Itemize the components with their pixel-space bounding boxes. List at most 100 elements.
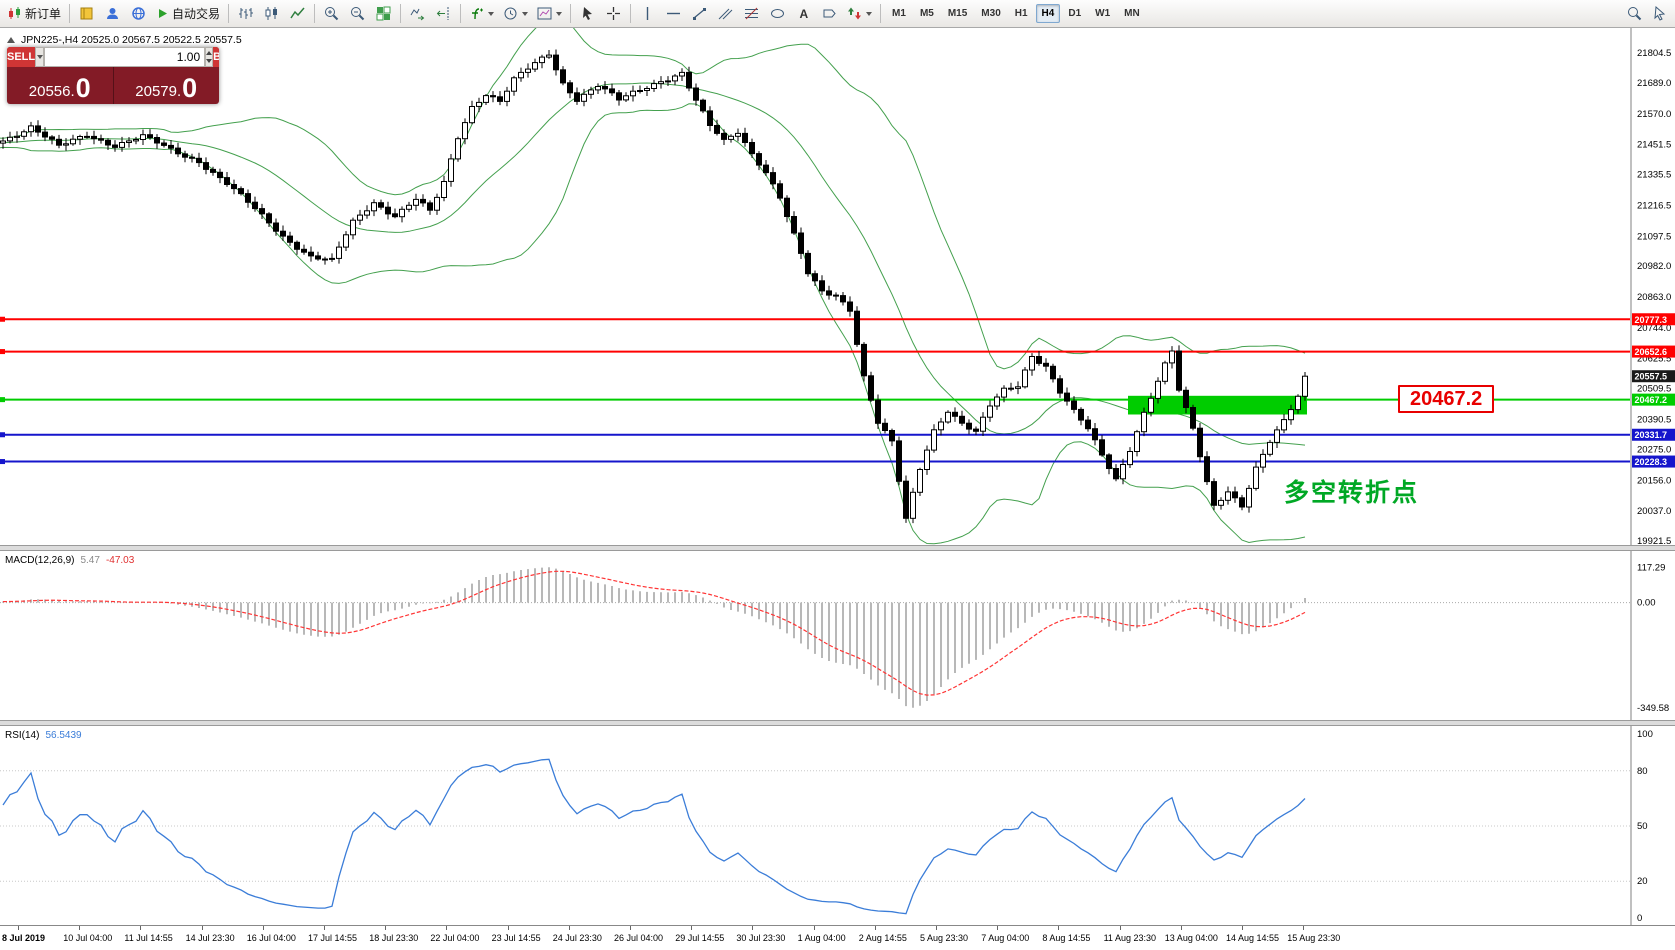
timeframe-button-W1[interactable]: W1 [1089,4,1116,23]
time-axis-label: 5 Aug 23:30 [920,933,969,943]
time-axis-label: 14 Jul 23:30 [185,933,235,943]
hline-anchor-handle[interactable] [0,397,5,403]
rsi-panel-canvas[interactable]: 100 80 50 20 0 [0,726,1675,925]
quick-nav-button[interactable] [1647,2,1672,25]
price-axis-label: 20037.0 [1637,506,1671,517]
time-axis-label: 10 Jul 04:00 [63,933,113,943]
axis-price-tag [1632,428,1675,441]
chart-expand-icon[interactable] [7,37,15,43]
timeframe-button-MN[interactable]: MN [1118,4,1146,23]
bollinger-middle-band [0,82,1306,446]
time-axis-tick [140,926,142,930]
sell-price-display[interactable]: 20556. 0 [7,67,114,104]
text-tool-button[interactable]: A [791,2,816,25]
hline-anchor-handle[interactable] [0,349,5,355]
fibonacci-tool-button[interactable] [739,2,764,25]
price-axis-label: 21216.5 [1637,200,1671,211]
community-globe-icon [132,7,145,20]
time-axis-label: 23 Jul 14:55 [491,933,541,943]
step-up-icon[interactable] [206,51,213,56]
time-axis[interactable]: 8 Jul 2019 10 Jul 04:00 11 Jul 14:55 14 Jul… [0,925,1675,950]
trendline-tool-button[interactable] [687,2,712,25]
volume-stepper[interactable] [205,47,214,67]
sell-price-big-digit: 0 [75,73,91,104]
hline-anchor-handle[interactable] [0,459,5,465]
indicators-button[interactable] [465,2,498,25]
text-label-icon [823,9,836,18]
timeframe-button-H4[interactable]: H4 [1035,4,1061,23]
panel-resize-handle[interactable] [0,720,1675,726]
timeframe-button-M5[interactable]: M5 [914,4,940,23]
history-center-button[interactable] [74,2,99,25]
search-button[interactable] [1622,2,1647,25]
tile-windows-button[interactable] [371,2,396,25]
time-axis-tick [1058,926,1060,930]
buy-price-display[interactable]: 20579. 0 [114,67,220,104]
zoom-out-button[interactable] [345,2,370,25]
chart-stack: 21804.5 21689.0 21570.0 21451.5 21335.5 21216… [0,28,1675,950]
arrows-tool-button[interactable] [843,2,876,25]
contact-person-icon [107,8,119,19]
line-chart-button[interactable] [285,2,310,25]
periods-button[interactable] [499,2,532,25]
arrows-tool-icon [848,7,862,20]
time-axis-tick [1303,926,1305,930]
timeframe-button-M15[interactable]: M15 [942,4,973,23]
timeframe-button-D1[interactable]: D1 [1062,4,1087,23]
time-axis-label: 14 Aug 14:55 [1226,933,1280,943]
price-level-callout[interactable]: 20467.2 [1398,384,1495,413]
macd-axis-label: -349.58 [1637,703,1669,714]
chart-title: JPN225-,H4 20525.0 20567.5 20522.5 20557… [7,34,242,46]
volume-input[interactable] [44,47,206,67]
time-axis-tick [936,926,937,930]
candlestick-chart-button[interactable] [259,2,284,25]
zoom-out-icon [351,7,365,21]
hline-anchor-handle[interactable] [0,316,5,322]
volume-combo-button[interactable] [35,47,45,67]
hline-anchor-handle[interactable] [0,432,5,438]
price-axis-label: 21335.5 [1637,170,1671,181]
zoom-in-button[interactable] [319,2,344,25]
shapes-tool-button[interactable] [765,2,790,25]
time-axis-tick [201,926,203,930]
new-order-icon [9,7,20,19]
auto-trading-button[interactable]: 自动交易 [152,2,224,25]
turning-point-annotation[interactable]: 多空转折点 [1284,478,1420,507]
cursor-tool-button[interactable] [575,2,600,25]
rsi-indicator-title: RSI(14) 56.5439 [5,730,82,741]
timeframe-button-M1[interactable]: M1 [886,4,912,23]
timeframe-button-H1[interactable]: H1 [1009,4,1034,23]
macd-panel-canvas[interactable]: 117.29 0.00 -349.58 [0,551,1675,720]
buy-button[interactable]: BUY [213,47,219,67]
buy-price-int: 20579. [135,82,182,100]
svg-text:20331.7: 20331.7 [1635,430,1668,440]
step-down-icon[interactable] [206,58,213,63]
macd-indicator-title: MACD(12,26,9) 5.47 -47.03 [5,555,134,566]
timeframe-button-M30[interactable]: M30 [975,4,1006,23]
new-order-button[interactable]: 新订单 [3,2,65,25]
price-axis-label: 20156.0 [1637,475,1671,486]
axis-price-tag [1632,455,1675,468]
community-button[interactable] [126,2,151,25]
highlight-zone-rect[interactable] [1128,395,1307,415]
chart-shift-button[interactable] [431,2,456,25]
channel-tool-button[interactable] [713,2,738,25]
vertical-line-tool-button[interactable] [635,2,660,25]
time-axis-label: 7 Aug 04:00 [981,933,1030,943]
bar-chart-button[interactable] [233,2,258,25]
templates-button[interactable] [533,2,566,25]
main-chart-canvas[interactable]: 21804.5 21689.0 21570.0 21451.5 21335.5 21216… [0,28,1675,545]
price-axis-label: 20982.0 [1637,261,1671,272]
time-axis-tick [997,926,999,930]
text-label-tool-button[interactable] [817,2,842,25]
horizontal-line-tool-button[interactable] [661,2,686,25]
price-axis-label: 21689.0 [1637,78,1671,89]
time-axis-label: 24 Jul 23:30 [552,933,602,943]
time-axis-tick [79,926,81,930]
auto-scroll-button[interactable] [405,2,430,25]
templates-icon [537,7,552,20]
crosshair-tool-button[interactable] [601,2,626,25]
panel-resize-handle[interactable] [0,545,1675,551]
contacts-button[interactable] [100,2,125,25]
sell-button[interactable]: SELL [7,47,36,67]
